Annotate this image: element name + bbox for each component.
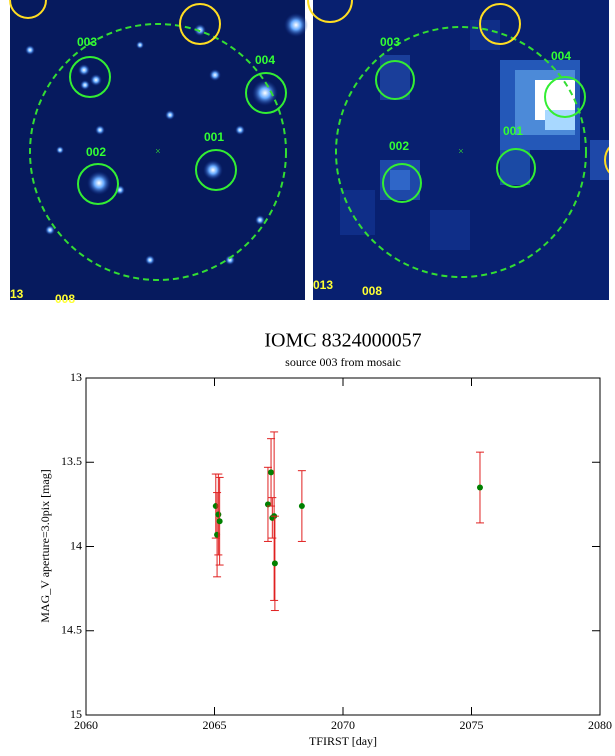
- x-tick-label: 2060: [74, 718, 98, 732]
- source-circle: [375, 60, 415, 100]
- label: 004: [255, 53, 275, 67]
- label: 001: [204, 130, 224, 144]
- neighbor-circle: [604, 141, 615, 179]
- point: [476, 484, 483, 491]
- label: 002: [389, 139, 409, 153]
- x-tick-label: 2070: [331, 718, 355, 732]
- label: 013: [313, 278, 333, 292]
- x-tick-label: 2065: [203, 718, 227, 732]
- pixels: [340, 20, 612, 250]
- stars: [25, 13, 308, 265]
- neighbor-circle: [179, 3, 221, 45]
- source-circle: [195, 149, 237, 191]
- point: [215, 511, 222, 518]
- plot-frame: [85, 377, 601, 716]
- label: 004: [551, 49, 571, 63]
- point: [271, 560, 278, 567]
- chart-title: IOMC 8324000057: [264, 330, 421, 352]
- label: 008: [55, 292, 75, 306]
- y-axis-label: MAG_V aperture=3.0pix [mag]: [38, 469, 52, 623]
- point: [298, 503, 305, 510]
- neighbor-circle: [307, 0, 353, 23]
- source-circle: [245, 72, 287, 114]
- x-tick-label: 2080: [588, 718, 612, 732]
- y-tick-label: 15: [70, 707, 82, 721]
- y-tick-label: 14.5: [61, 623, 82, 637]
- aperture: [29, 23, 287, 281]
- neighbor-circle: [479, 3, 521, 45]
- center-mark: ×: [155, 146, 161, 157]
- neighbor-circle: [9, 0, 47, 19]
- y-tick-label: 13: [70, 370, 82, 384]
- label: 003: [380, 35, 400, 49]
- source-circle: [544, 76, 586, 118]
- label: 001: [503, 124, 523, 138]
- edge: [609, 0, 615, 300]
- source-circle: [77, 163, 119, 205]
- label: 008: [362, 284, 382, 298]
- y-tick-label: 13.5: [61, 454, 82, 468]
- x-axis-label: TFIRST [day]: [309, 734, 377, 748]
- label: 003: [77, 35, 97, 49]
- source-circle: [496, 148, 536, 188]
- source-circle: [382, 163, 422, 203]
- label: 13: [10, 287, 24, 301]
- center-mark: ×: [458, 146, 464, 157]
- right-image: × 003 004 002 001 013 008: [307, 0, 615, 300]
- source-circle: [69, 56, 111, 98]
- point: [216, 518, 223, 525]
- label: 002: [86, 145, 106, 159]
- point: [268, 469, 275, 476]
- left-image: × 003 004 002 001 13 008: [9, 0, 308, 306]
- x-tick-label: 2075: [460, 718, 484, 732]
- chart-subtitle: source 003 from mosaic: [285, 355, 401, 369]
- y-tick-label: 14: [70, 538, 82, 552]
- aperture: [335, 26, 587, 278]
